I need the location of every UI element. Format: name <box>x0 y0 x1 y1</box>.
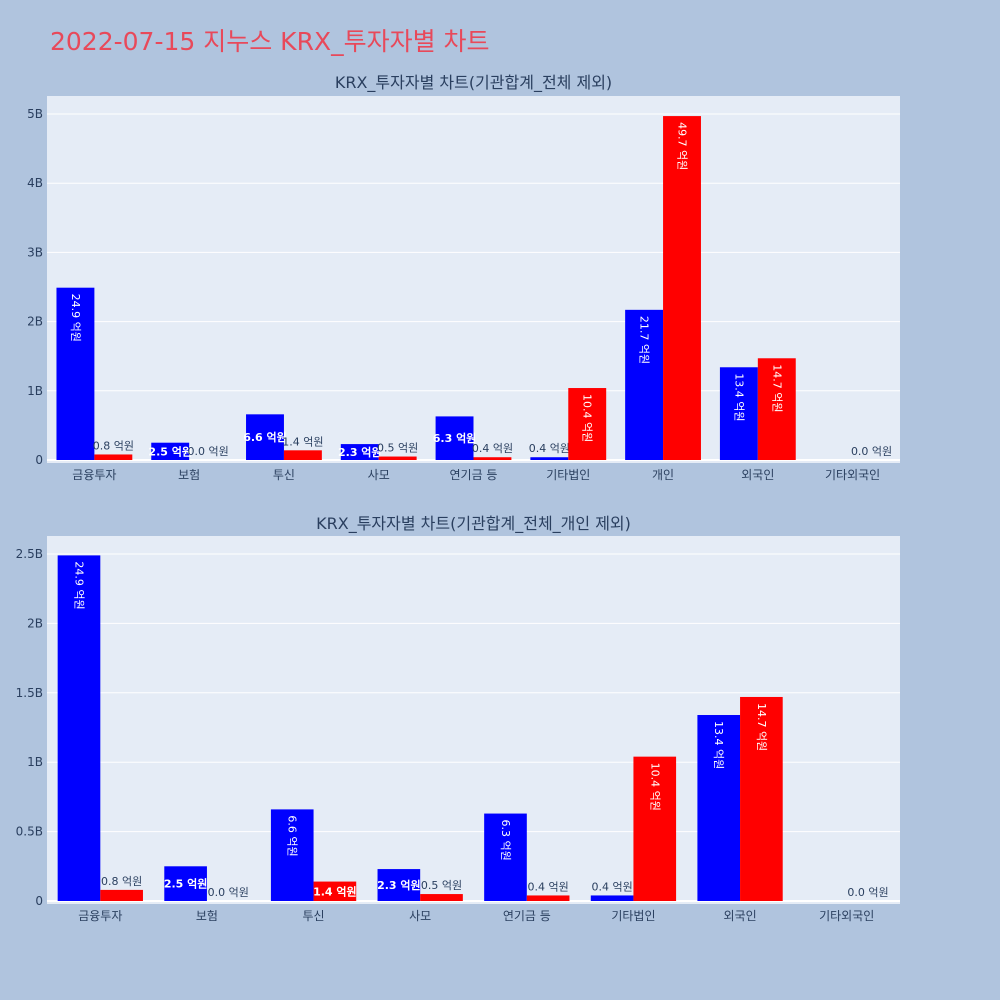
bar-data-label: 14.7 억원 <box>770 364 783 412</box>
chart-title: KRX_투자자별 차트(기관합계_전체 제외) <box>335 73 612 93</box>
y-tick-label: 0 <box>35 894 43 908</box>
bar-data-label: 0.0 억원 <box>208 886 249 899</box>
bar <box>56 287 95 460</box>
bar <box>526 895 570 901</box>
bar <box>94 454 133 460</box>
bar <box>740 696 783 901</box>
x-tick-label: 사모 <box>368 468 390 482</box>
bar-data-label: 0.4 억원 <box>591 880 632 893</box>
chart-top: KRX_투자자별 차트(기관합계_전체 제외) 0 1B 2B 3B 4B 5B 금융투자 24… <box>27 73 900 482</box>
x-tick-label: 금융투자 <box>78 909 122 923</box>
y-tick-label: 0.5B <box>16 825 43 839</box>
bar <box>633 756 677 901</box>
x-tick-label: 연기금 등 <box>450 468 498 482</box>
y-tick-label: 0 <box>35 453 43 467</box>
bar-data-label: 2.3 억원 <box>377 878 421 892</box>
x-tick-label: 외국인 <box>741 468 774 482</box>
bar <box>313 881 357 901</box>
bar <box>719 367 758 460</box>
x-tick-label: 연기금 등 <box>503 909 551 923</box>
bar-data-label: 10.4 억원 <box>581 394 594 442</box>
bar-data-label: 2.5 억원 <box>164 877 208 891</box>
y-tick-label: 1B <box>27 755 43 769</box>
bar-data-label: 0.8 억원 <box>93 439 134 452</box>
bar-data-label: 13.4 억원 <box>712 721 725 769</box>
bar <box>378 456 417 460</box>
x-tick-label: 개인 <box>652 468 674 482</box>
bar <box>697 715 741 901</box>
bar-data-label: 10.4 억원 <box>648 763 661 811</box>
bar <box>164 866 207 901</box>
bar-data-label: 0.5 억원 <box>421 879 462 892</box>
x-tick-label: 투신 <box>273 468 295 482</box>
x-tick-label: 사모 <box>409 909 431 923</box>
y-tick-label: 1.5B <box>16 686 43 700</box>
x-tick-label: 외국인 <box>724 909 757 923</box>
bar <box>377 869 421 901</box>
bar-data-label: 49.7 억원 <box>676 122 689 170</box>
bar <box>340 444 379 460</box>
bar <box>568 388 607 460</box>
bar <box>246 414 284 460</box>
bar <box>283 450 322 460</box>
chart-title: KRX_투자자별 차트(기관합계_전체_개인 제외) <box>316 514 631 534</box>
bar-data-label: 0.0 억원 <box>851 445 892 458</box>
bar-data-label: 1.4 억원 <box>282 435 323 448</box>
bar-data-label: 6.6 억원 <box>286 815 299 856</box>
bar <box>435 416 474 460</box>
bar <box>757 358 796 460</box>
bar <box>151 442 190 460</box>
x-tick-label: 투신 <box>303 909 325 923</box>
bar-data-label: 6.3 억원 <box>433 431 477 445</box>
y-tick-label: 3B <box>27 245 43 259</box>
bar-data-label: 0.4 억원 <box>528 880 569 893</box>
x-tick-label: 기타법인 <box>546 468 590 482</box>
y-tick-label: 2.5B <box>16 547 43 561</box>
bar-data-label: 14.7 억원 <box>755 703 768 751</box>
bar-data-label: 2.5 억원 <box>148 444 192 458</box>
x-tick-label: 기타외국인 <box>825 468 880 482</box>
bar <box>484 813 527 901</box>
bar-data-label: 0.5 억원 <box>377 442 418 455</box>
y-tick-label: 1B <box>27 384 43 398</box>
bar-data-label: 1.4 억원 <box>313 884 357 898</box>
bar-data-label: 13.4 억원 <box>732 373 745 421</box>
bar-data-label: 6.6 억원 <box>243 430 287 444</box>
bar <box>420 894 463 901</box>
bar-data-label: 0.0 억원 <box>188 445 229 458</box>
y-tick-label: 4B <box>27 176 43 190</box>
bar <box>100 889 143 901</box>
x-tick-label: 기타외국인 <box>819 909 874 923</box>
bar <box>625 309 664 460</box>
x-tick-label: 금융투자 <box>72 468 116 482</box>
bar-data-label: 24.9 억원 <box>69 294 82 342</box>
bar-data-label: 0.4 억원 <box>529 442 570 455</box>
bar <box>663 116 701 461</box>
bar-data-label: 21.7 억원 <box>638 316 651 364</box>
bar-data-label: 0.4 억원 <box>472 442 513 455</box>
y-tick-label: 2B <box>27 616 43 630</box>
bar <box>57 555 101 901</box>
bar <box>590 895 634 901</box>
x-tick-label: 보험 <box>196 909 218 923</box>
bar-data-label: 6.3 억원 <box>499 820 512 861</box>
bar-data-label: 0.0 억원 <box>847 886 888 899</box>
bar-data-label: 0.8 억원 <box>101 875 142 888</box>
y-tick-label: 2B <box>27 315 43 329</box>
chart-bottom: KRX_투자자별 차트(기관합계_전체_개인 제외) 0 0.5B 1B 1.5B 2B 2… <box>16 514 900 923</box>
bar-data-label: 2.3 억원 <box>338 445 382 459</box>
x-tick-label: 보험 <box>178 468 200 482</box>
y-tick-label: 5B <box>27 107 43 121</box>
bar-data-label: 24.9 억원 <box>72 561 85 609</box>
x-tick-label: 기타법인 <box>611 909 655 923</box>
bar <box>270 809 314 901</box>
bar <box>473 457 512 460</box>
page-title: 2022-07-15 지누스 KRX_투자자별 차트 <box>50 27 490 56</box>
bar <box>530 457 569 460</box>
